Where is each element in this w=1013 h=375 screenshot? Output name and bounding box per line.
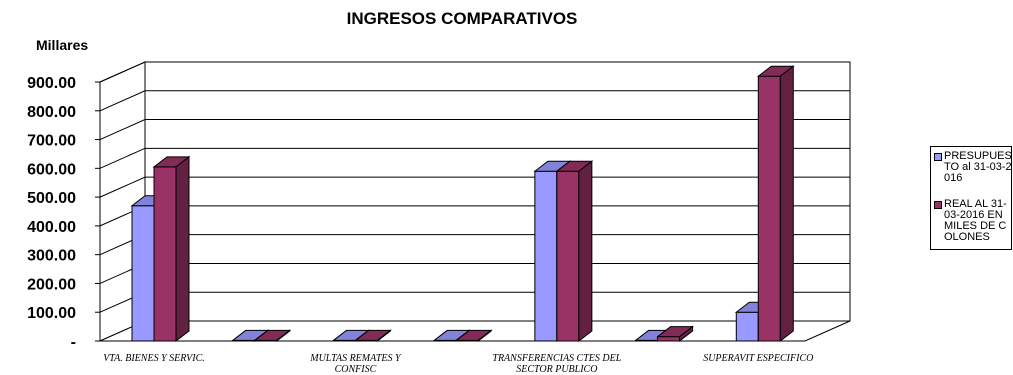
bar xyxy=(555,160,594,343)
gridline xyxy=(99,90,850,112)
x-tick-label: TRANSFERENCIAS CTES DEL SECTOR PUBLICO xyxy=(492,353,621,375)
bar xyxy=(253,329,292,343)
bars xyxy=(130,65,795,343)
bar-front xyxy=(534,170,558,342)
x-axis-ticks: VTA. BIENES Y SERVIC. MULTAS REMATES Y CON… xyxy=(103,353,813,375)
legend-swatch-real xyxy=(934,201,942,209)
bar-side xyxy=(175,155,190,343)
legend: PRESUPUESTO al 31-03-2016 REAL AL 31-03-… xyxy=(930,146,1012,250)
bar xyxy=(756,65,795,343)
y-axis-ticks: - 100.00 200.00 300.00 400.00 500.00 600.00 700… xyxy=(27,75,101,351)
chart-title: INGRESOS COMPARATIVOS xyxy=(347,9,578,28)
bar-side xyxy=(679,325,694,343)
bar-side xyxy=(779,65,794,343)
bar-front xyxy=(556,170,580,342)
gridlines xyxy=(99,61,850,313)
legend-label-presupuesto: PRESUPUESTO al 31-03-2016 xyxy=(944,150,1012,184)
bar xyxy=(656,325,695,343)
legend-label-real: REAL AL 31-03-2016 EN MILES DE COLONES xyxy=(944,198,1007,243)
bar-side xyxy=(578,160,593,343)
bar-front xyxy=(131,205,155,342)
y-tick-label: 800.00 xyxy=(27,104,76,121)
gridline xyxy=(99,147,850,169)
bar xyxy=(353,329,392,343)
x-tick-label-line: SUPERAVIT ESPECIFICO xyxy=(703,353,813,364)
bar-front xyxy=(735,311,759,342)
bar-front xyxy=(153,166,177,342)
x-tick-label-line: CONFISC xyxy=(335,364,377,375)
y-tick-label: 200.00 xyxy=(27,276,76,293)
y-tick-label: 300.00 xyxy=(27,248,76,265)
bar-side xyxy=(477,329,492,343)
legend-swatch-presupuesto xyxy=(934,153,942,161)
legend-item-presupuesto: PRESUPUESTO al 31-03-2016 xyxy=(934,150,1012,187)
y-tick-label: 100.00 xyxy=(27,305,76,322)
gridline xyxy=(99,61,850,83)
x-tick-label-line: SECTOR PUBLICO xyxy=(516,364,597,375)
x-tick-label-line: TRANSFERENCIAS CTES DEL xyxy=(492,353,621,364)
bar xyxy=(454,329,493,343)
bar-side xyxy=(276,329,291,343)
x-tick-label-line: MULTAS REMATES Y xyxy=(309,353,402,364)
bar-side xyxy=(376,329,391,343)
y-tick-label: 700.00 xyxy=(27,133,76,150)
y-tick-label: 900.00 xyxy=(27,75,76,92)
x-tick-label-line: VTA. BIENES Y SERVIC. xyxy=(103,353,205,364)
y-tick-label: - xyxy=(71,334,76,351)
bar-front xyxy=(757,75,781,342)
chart-walls xyxy=(99,61,851,342)
back-wall xyxy=(144,61,851,322)
y-tick-label: 400.00 xyxy=(27,219,76,236)
bar-front xyxy=(657,336,681,342)
x-tick-label: VTA. BIENES Y SERVIC. xyxy=(103,353,205,364)
x-tick-label: MULTAS REMATES Y CONFISC xyxy=(309,353,402,375)
x-tick-label: SUPERAVIT ESPECIFICO xyxy=(703,353,813,364)
gridline xyxy=(99,119,850,141)
gridline xyxy=(99,176,850,198)
y-tick-label: 500.00 xyxy=(27,190,76,207)
y-axis-unit-label: Millares xyxy=(36,37,88,53)
bar xyxy=(152,155,191,343)
legend-item-real: REAL AL 31-03-2016 EN MILES DE COLONES xyxy=(934,198,1011,249)
y-tick-label: 600.00 xyxy=(27,161,76,178)
